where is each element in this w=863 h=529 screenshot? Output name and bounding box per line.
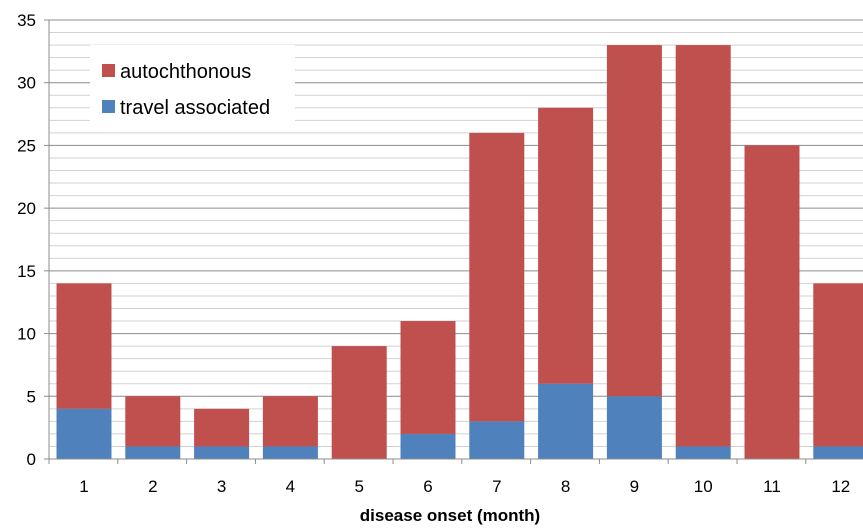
x-tick-label: 11: [763, 477, 781, 496]
bar-travel-associated-month-6: [400, 433, 456, 459]
legend-swatch-travel-associated: [102, 100, 115, 113]
legend: autochthonous travel associated: [90, 45, 295, 121]
x-tick-label: 2: [148, 477, 157, 496]
x-tick-label: 8: [561, 477, 570, 496]
bar-autochthonous-month-8: [538, 107, 594, 384]
legend-box: [90, 45, 295, 121]
legend-label-autochthonous: autochthonous: [120, 61, 251, 83]
bar-autochthonous-month-5: [331, 346, 387, 459]
y-tick-label: 5: [27, 387, 36, 406]
bar-autochthonous-month-4: [262, 396, 318, 447]
bar-travel-associated-month-8: [538, 383, 594, 459]
x-tick-label: 4: [286, 477, 295, 496]
x-tick-labels: 1 2 3 4 5 6 7 8 9 10 11 12: [79, 477, 850, 496]
bar-travel-associated-month-1: [56, 408, 112, 459]
legend-swatch-autochthonous: [102, 64, 115, 77]
y-tick-label: 25: [17, 136, 36, 155]
bar-travel-associated-month-10: [675, 446, 731, 459]
legend-label-travel-associated: travel associated: [120, 97, 270, 119]
y-tick-labels: 0 5 10 15 20 25 30 35: [17, 11, 36, 469]
bar-autochthonous-month-10: [675, 45, 731, 447]
bar-autochthonous-month-9: [606, 45, 662, 397]
bars: [56, 45, 863, 459]
x-tick-label: 7: [492, 477, 501, 496]
y-tick-label: 0: [27, 450, 36, 469]
bar-travel-associated-month-3: [194, 446, 250, 459]
bar-autochthonous-month-2: [125, 396, 181, 447]
bar-autochthonous-month-6: [400, 321, 456, 434]
x-tick-label: 6: [423, 477, 432, 496]
y-tick-label: 15: [17, 262, 36, 281]
bar-autochthonous-month-7: [469, 132, 525, 422]
x-tick-label: 3: [217, 477, 226, 496]
x-axis-title: disease onset (month): [360, 506, 540, 525]
axes: [44, 19, 863, 464]
x-tick-label: 10: [694, 477, 713, 496]
bar-travel-associated-month-2: [125, 446, 181, 459]
x-tick-label: 5: [354, 477, 363, 496]
bar-autochthonous-month-1: [56, 283, 112, 409]
x-tick-label: 12: [831, 477, 850, 496]
y-tick-label: 35: [17, 11, 36, 30]
x-tick-label: 1: [79, 477, 88, 496]
bar-autochthonous-month-11: [744, 145, 800, 459]
bar-autochthonous-month-3: [194, 408, 250, 447]
bar-travel-associated-month-7: [469, 421, 525, 459]
bar-travel-associated-month-12: [813, 446, 863, 459]
bar-travel-associated-month-9: [606, 396, 662, 459]
y-tick-label: 30: [17, 74, 36, 93]
x-tick-label: 9: [630, 477, 639, 496]
y-tick-label: 20: [17, 199, 36, 218]
y-tick-label: 10: [17, 325, 36, 344]
bar-autochthonous-month-12: [813, 283, 863, 447]
bar-travel-associated-month-4: [262, 446, 318, 459]
